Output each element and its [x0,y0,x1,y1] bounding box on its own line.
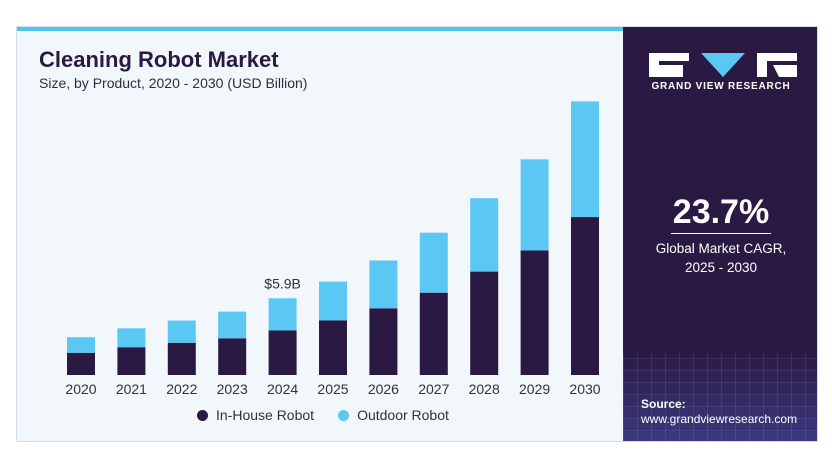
bar-chart: 2020 2021 2022 2023 2024 $5.9B 2025 2026 2027 202… [65,101,601,397]
legend-swatch-outdoor [338,409,350,421]
source-label: Source: [641,397,686,411]
info-panel: GRAND VIEW RESEARCH 23.7% Global Market … [623,27,817,441]
bar-in-house-2022 [167,342,196,375]
bar-in-house-2021 [117,347,146,375]
x-tick-label-2023: 2023 [217,381,248,397]
x-tick-label-2029: 2029 [519,381,550,397]
x-tick-label-2026: 2026 [368,381,399,397]
cagr-divider [671,233,771,234]
bar-outdoor-2026 [369,260,398,309]
bar-in-house-2028 [470,271,499,375]
cagr-value: 23.7% [672,193,770,231]
x-tick-label-2024: 2024 [267,381,298,397]
gvr-logo-icon [649,53,797,77]
x-tick-label-2022: 2022 [166,381,197,397]
bar-in-house-2024 [268,330,297,375]
bar-outdoor-2024 [268,298,297,331]
bar-outdoor-2030 [571,101,599,217]
bar-outdoor-2023 [218,311,247,339]
bar-outdoor-2025 [319,281,347,321]
source-url[interactable]: www.grandviewresearch.com [641,412,798,426]
bar-in-house-2027 [419,292,448,375]
x-tick-label-2025: 2025 [317,381,348,397]
legend-item-outdoor: Outdoor Robot [338,407,449,423]
legend-label-outdoor: Outdoor Robot [357,407,449,423]
bar-outdoor-2029 [520,159,549,251]
decorative-grid [623,353,817,441]
brand-name: GRAND VIEW RESEARCH [651,81,791,92]
bar-in-house-2030 [571,217,599,375]
bar-outdoor-2027 [419,232,448,293]
bar-outdoor-2028 [470,198,499,272]
bar-in-house-2023 [218,338,247,375]
bar-outdoor-2020 [67,337,95,353]
chart-panel: Cleaning Robot Market Size, by Product, … [17,27,623,441]
bar-in-house-2029 [520,250,549,375]
bar-in-house-2025 [319,320,347,375]
legend-item-in-house: In-House Robot [197,407,314,423]
cagr-label-line1: Global Market CAGR, [655,241,787,256]
accent-bar [17,27,623,31]
x-tick-label-2030: 2030 [569,381,600,397]
chart-legend: In-House Robot Outdoor Robot [197,407,473,423]
x-tick-label-2027: 2027 [418,381,449,397]
legend-swatch-in-house [197,409,208,421]
bar-outdoor-2022 [167,320,196,343]
chart-subtitle: Size, by Product, 2020 - 2030 (USD Billi… [39,75,308,91]
chart-title: Cleaning Robot Market [39,47,279,72]
x-tick-label-2021: 2021 [116,381,147,397]
cagr-label-line2: 2025 - 2030 [684,260,758,275]
data-label-2024: $5.9B [264,275,301,291]
cagr-label: Global Market CAGR, 2025 - 2030 [623,239,817,277]
source-note: Source: www.grandviewresearch.com [641,397,797,427]
legend-label-in-house: In-House Robot [216,407,315,423]
chart-card: Cleaning Robot Market Size, by Product, … [16,26,818,442]
x-tick-label-2028: 2028 [469,381,500,397]
bar-in-house-2020 [67,352,95,375]
bar-in-house-2026 [369,308,398,375]
x-tick-label-2020: 2020 [65,381,96,397]
bar-outdoor-2021 [117,328,146,348]
